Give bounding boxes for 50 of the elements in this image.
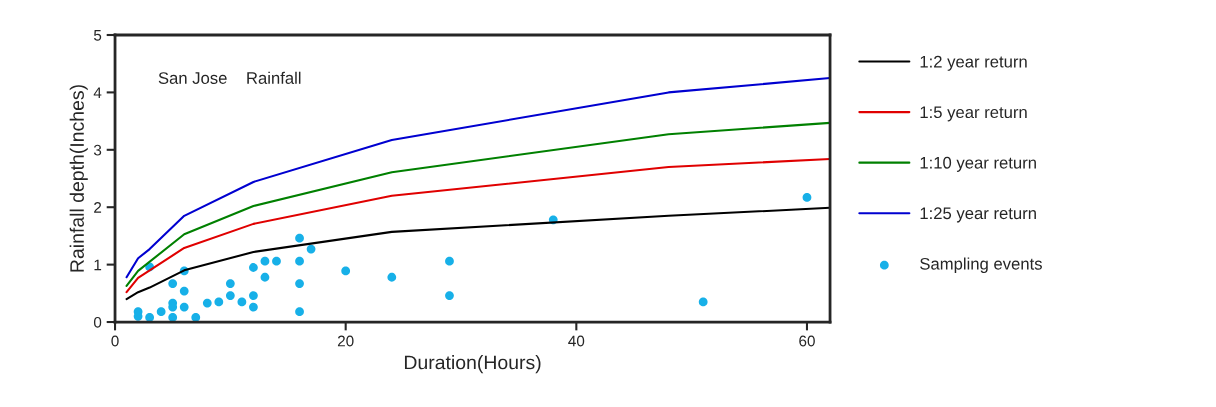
y-tick-label: 4 bbox=[93, 87, 102, 98]
legend-label: Sampling events bbox=[920, 257, 1042, 273]
point bbox=[225, 291, 235, 300]
line-series bbox=[125, 121, 831, 287]
y-tick-label: 2 bbox=[94, 202, 102, 213]
x-tick-label: 20 bbox=[337, 335, 354, 347]
x-tick-label: 40 bbox=[568, 335, 585, 347]
y-tick-label: 5 bbox=[93, 30, 102, 41]
legend-label: 1:10 year return bbox=[920, 156, 1036, 172]
y-axis-title: Rainfall depth(Inches) bbox=[69, 85, 88, 272]
legend-label: 1:25 year return bbox=[920, 207, 1036, 223]
point bbox=[225, 279, 235, 288]
annotation: San Jose Rainfall bbox=[158, 71, 301, 84]
point bbox=[191, 313, 201, 322]
legend-label: 1:2 year return bbox=[920, 55, 1027, 71]
point bbox=[179, 302, 189, 312]
y-tick-label: 3 bbox=[93, 144, 102, 156]
y-tick-label: 1 bbox=[94, 259, 102, 271]
point bbox=[168, 313, 178, 322]
point bbox=[168, 279, 178, 288]
point bbox=[202, 298, 212, 308]
point bbox=[156, 307, 166, 317]
y-tick-label: 0 bbox=[93, 316, 102, 328]
point bbox=[260, 272, 270, 282]
line-series bbox=[125, 157, 831, 294]
point bbox=[260, 256, 270, 266]
point bbox=[145, 313, 155, 322]
x-tick-label: 0 bbox=[111, 335, 119, 347]
point bbox=[179, 286, 189, 296]
x-axis-title: Duration(Hours) bbox=[404, 355, 541, 374]
point bbox=[272, 256, 281, 266]
point bbox=[237, 297, 247, 307]
point bbox=[445, 291, 454, 300]
point bbox=[249, 263, 258, 272]
legend-label: 1:5 year return bbox=[920, 106, 1027, 122]
point bbox=[214, 297, 224, 307]
point bbox=[698, 297, 708, 307]
point bbox=[295, 233, 304, 243]
point bbox=[445, 256, 454, 266]
x-tick-label: 60 bbox=[799, 335, 815, 347]
line-series bbox=[125, 206, 831, 301]
point bbox=[295, 256, 304, 266]
point bbox=[249, 302, 258, 312]
point bbox=[295, 279, 304, 288]
point bbox=[306, 244, 316, 254]
point bbox=[387, 272, 397, 282]
point bbox=[249, 291, 258, 300]
point bbox=[295, 307, 304, 317]
point bbox=[802, 193, 812, 202]
point bbox=[341, 266, 351, 276]
